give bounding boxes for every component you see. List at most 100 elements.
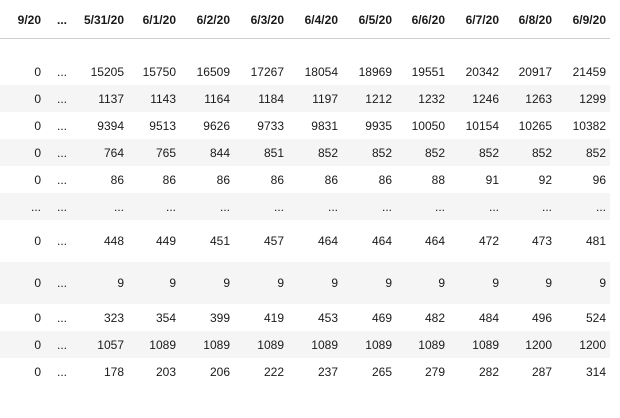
table-cell: 92: [503, 166, 556, 193]
table-cell: 496: [503, 304, 556, 331]
table-cell: 9: [234, 262, 288, 304]
table-cell: 86: [128, 166, 180, 193]
table-cell: ...: [45, 220, 71, 262]
table-cell: 86: [180, 166, 234, 193]
table-cell: ...: [288, 193, 342, 220]
table-row: 0... 323 354 399 419 453 469 482 484 496 524: [0, 304, 610, 331]
table-cell: ...: [45, 358, 71, 385]
table-cell: 18054: [288, 58, 342, 85]
table-cell: 19551: [396, 58, 449, 85]
table-cell: 852: [556, 139, 610, 166]
table-cell: 1184: [234, 85, 288, 112]
table-cell: 9: [288, 262, 342, 304]
table-cell: 15750: [128, 58, 180, 85]
table-cell: 287: [503, 358, 556, 385]
table-cell: 469: [342, 304, 396, 331]
table-cell: 20917: [503, 58, 556, 85]
column-header: 9/20: [0, 0, 45, 38]
table-row: 0... 86 86 86 86 86 86 88 91 92 96: [0, 166, 610, 193]
table-cell: 1232: [396, 85, 449, 112]
table-cell: 464: [396, 220, 449, 262]
table-cell: 88: [396, 166, 449, 193]
table-cell: 9: [556, 262, 610, 304]
table-body: 0... 15205 15750 16509 17267 18054 18969 19551 2…: [0, 38, 610, 385]
table-cell: ...: [45, 166, 71, 193]
table-cell: 1089: [396, 331, 449, 358]
table-cell: 1089: [180, 331, 234, 358]
table-cell: 482: [396, 304, 449, 331]
table-cell: 9: [342, 262, 396, 304]
column-header: 6/3/20: [234, 0, 288, 38]
table-cell: 96: [556, 166, 610, 193]
column-header: ...: [45, 0, 71, 38]
table-cell: 354: [128, 304, 180, 331]
table-cell: 9394: [71, 112, 128, 139]
table-cell: 0: [0, 166, 45, 193]
table-cell: 222: [234, 358, 288, 385]
table-cell: 1246: [449, 85, 503, 112]
header-separator: [0, 38, 610, 58]
table-row: 0... 1057 1089 1089 1089 1089 1089 1089 1089 1200…: [0, 331, 610, 358]
table-row: ....................................: [0, 193, 610, 220]
table-cell: 852: [503, 139, 556, 166]
table-cell: 0: [0, 262, 45, 304]
table-cell: ...: [45, 85, 71, 112]
table-cell: 9: [128, 262, 180, 304]
table-cell: 448: [71, 220, 128, 262]
table-cell: 20342: [449, 58, 503, 85]
table-cell: 21459: [556, 58, 610, 85]
table-cell: 86: [342, 166, 396, 193]
table-cell: ...: [45, 262, 71, 304]
table-cell: 15205: [71, 58, 128, 85]
column-header: 6/4/20: [288, 0, 342, 38]
table-cell: 323: [71, 304, 128, 331]
table-cell: 1197: [288, 85, 342, 112]
table-cell: 9513: [128, 112, 180, 139]
table-cell: 844: [180, 139, 234, 166]
table-row: 0... 1137 1143 1164 1184 1197 1212 1232 1246 1263…: [0, 85, 610, 112]
table-cell: 1263: [503, 85, 556, 112]
table-row: 0... 9394 9513 9626 9733 9831 9935 10050 10154 10…: [0, 112, 610, 139]
table-cell: 206: [180, 358, 234, 385]
table-cell: ...: [180, 193, 234, 220]
table-cell: 18969: [342, 58, 396, 85]
table-cell: 9: [396, 262, 449, 304]
table-cell: 481: [556, 220, 610, 262]
column-header: 6/1/20: [128, 0, 180, 38]
column-header: 6/6/20: [396, 0, 449, 38]
table-cell: 10265: [503, 112, 556, 139]
table-cell: 764: [71, 139, 128, 166]
dataframe-table: 9/20... 5/31/20 6/1/20 6/2/20 6/3/20 6/4/20 6/…: [0, 0, 610, 385]
table-cell: 419: [234, 304, 288, 331]
table-cell: 0: [0, 85, 45, 112]
table-cell: 9831: [288, 112, 342, 139]
table-cell: 464: [288, 220, 342, 262]
table-cell: ...: [45, 58, 71, 85]
table-cell: 1299: [556, 85, 610, 112]
column-header: 6/9/20: [556, 0, 610, 38]
table-cell: 1200: [556, 331, 610, 358]
header-row: 9/20... 5/31/20 6/1/20 6/2/20 6/3/20 6/4/20 6/…: [0, 0, 610, 38]
table-cell: 453: [288, 304, 342, 331]
table-cell: 10382: [556, 112, 610, 139]
table-cell: 1137: [71, 85, 128, 112]
table-cell: ...: [45, 193, 71, 220]
table-cell: 1089: [128, 331, 180, 358]
table-cell: 1089: [342, 331, 396, 358]
column-header: 6/5/20: [342, 0, 396, 38]
table-cell: ...: [45, 331, 71, 358]
table-cell: 851: [234, 139, 288, 166]
table-cell: ...: [128, 193, 180, 220]
table-row: 0... 15205 15750 16509 17267 18054 18969 19551 2…: [0, 58, 610, 85]
table-cell: 852: [449, 139, 503, 166]
table-cell: 457: [234, 220, 288, 262]
table-cell: 449: [128, 220, 180, 262]
table-cell: 237: [288, 358, 342, 385]
table-cell: 0: [0, 139, 45, 166]
table-cell: 451: [180, 220, 234, 262]
table-cell: 10154: [449, 112, 503, 139]
table-cell: ...: [0, 193, 45, 220]
table-cell: 17267: [234, 58, 288, 85]
table-row: 0... 448 449 451 457 464 464 464 472 473 481: [0, 220, 610, 262]
table-cell: 9733: [234, 112, 288, 139]
